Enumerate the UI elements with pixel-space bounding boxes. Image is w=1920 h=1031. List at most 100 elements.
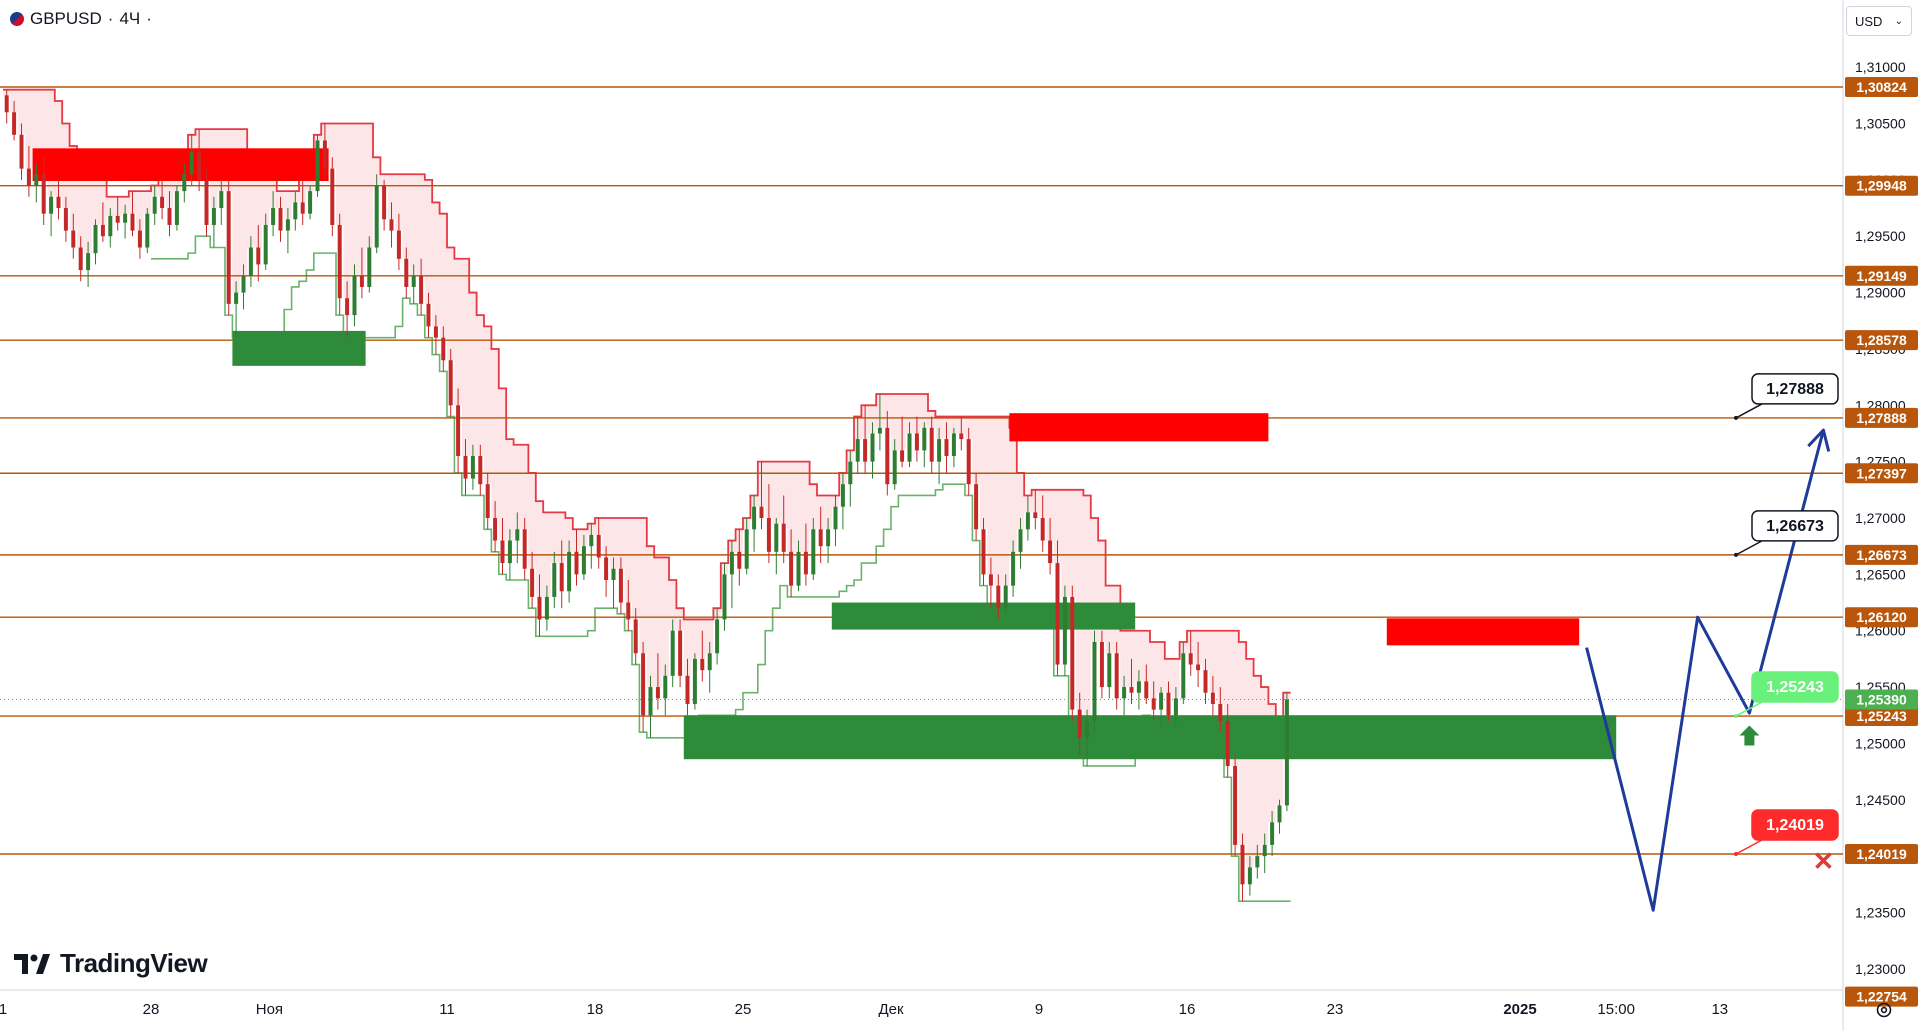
- candle: [685, 658, 690, 716]
- price-tick-label: 1,23000: [1855, 961, 1906, 977]
- candle: [1159, 687, 1164, 727]
- candle: [145, 208, 150, 254]
- candle: [522, 518, 527, 580]
- candle: [337, 213, 342, 316]
- candle-body: [966, 439, 971, 485]
- candle: [1033, 489, 1038, 530]
- candle-body: [470, 456, 475, 479]
- candle: [692, 653, 697, 710]
- candle: [404, 247, 409, 299]
- candle-body: [781, 523, 786, 552]
- candle: [937, 427, 942, 485]
- candle: [426, 292, 431, 338]
- bottom-axis-label: 1,22754: [1856, 989, 1907, 1005]
- candle: [470, 444, 475, 490]
- candle-body: [1196, 664, 1201, 671]
- candle-body: [322, 140, 327, 169]
- resistance-zone: [32, 148, 329, 182]
- candle-body: [826, 529, 831, 547]
- gear-icon[interactable]: [1874, 1000, 1894, 1025]
- candle: [1233, 754, 1238, 857]
- candle: [900, 416, 905, 468]
- candle-body: [855, 439, 860, 462]
- candle: [322, 123, 327, 180]
- candle-body: [900, 450, 905, 462]
- candle: [93, 219, 98, 265]
- candle-body: [433, 326, 438, 338]
- candle-body: [951, 433, 956, 457]
- level-axis-label-bg: [1845, 844, 1918, 864]
- price-tick-label: 1,27000: [1855, 510, 1906, 526]
- candle-body: [848, 461, 853, 485]
- candle: [137, 219, 142, 259]
- candle-body: [441, 337, 446, 361]
- time-tick-label: 15:00: [1597, 1001, 1635, 1018]
- candle-body: [633, 619, 638, 654]
- candle-body: [500, 540, 505, 564]
- candle: [478, 444, 483, 496]
- candle-body: [922, 427, 927, 451]
- candle-body: [1077, 709, 1082, 738]
- time-tick-label: 16: [1179, 1001, 1196, 1018]
- level-axis-label-bg: [1845, 407, 1918, 428]
- candle: [315, 134, 320, 197]
- candle: [49, 191, 54, 237]
- candle-body: [1255, 856, 1260, 868]
- candle-body: [1225, 720, 1230, 766]
- candle-body: [293, 202, 298, 220]
- candle: [996, 574, 1001, 620]
- candle-body: [426, 303, 431, 327]
- candle-body: [530, 568, 535, 597]
- candle: [86, 241, 91, 287]
- candle: [382, 179, 387, 231]
- candle: [189, 134, 194, 186]
- candle-body: [256, 247, 261, 265]
- candle-body: [892, 450, 897, 485]
- candle-body: [382, 185, 387, 220]
- last-price-axis-label-bg: [1845, 689, 1918, 710]
- candle-body: [485, 484, 490, 519]
- candle-body: [1218, 703, 1223, 721]
- level-axis-label-bg: [1845, 330, 1918, 351]
- callout-box: [1751, 510, 1839, 542]
- candle: [774, 518, 779, 575]
- candle: [604, 546, 609, 597]
- level-axis-label: 1,29149: [1856, 268, 1907, 284]
- candle-body: [404, 258, 409, 287]
- level-axis-label: 1,26673: [1856, 547, 1907, 563]
- candle: [293, 191, 298, 231]
- candle-body: [1048, 540, 1053, 564]
- candle: [256, 224, 261, 282]
- candle: [115, 196, 120, 231]
- candle: [737, 529, 742, 586]
- callout-anchor: [1734, 415, 1738, 420]
- price-tick-label: 1,29000: [1855, 285, 1906, 301]
- candle: [789, 529, 794, 597]
- candle: [1210, 675, 1215, 716]
- projection-arrow-head: [1807, 428, 1831, 452]
- candle: [1151, 681, 1156, 721]
- level-axis-label-bg: [1845, 544, 1918, 565]
- time-tick-label: 13: [1711, 1001, 1728, 1018]
- candle: [308, 185, 313, 220]
- candle-body: [160, 196, 165, 209]
- candle: [663, 664, 668, 716]
- candle-body: [604, 557, 609, 580]
- candle-body: [1107, 653, 1112, 688]
- candle-body: [12, 112, 17, 135]
- candle: [833, 495, 838, 547]
- candle: [211, 196, 216, 248]
- candle: [108, 208, 113, 248]
- candle-body: [130, 213, 135, 231]
- candle-body: [981, 529, 986, 575]
- candle: [1107, 641, 1112, 699]
- candle: [1240, 833, 1245, 902]
- tradingview-logo[interactable]: TradingView: [14, 948, 208, 979]
- candle: [626, 579, 631, 631]
- candle: [182, 162, 187, 203]
- candle: [1070, 585, 1075, 721]
- symbol-header[interactable]: GBPUSD · 4Ч ·: [10, 9, 152, 29]
- support-zone: [831, 602, 1136, 630]
- currency-select[interactable]: USD ⌄: [1846, 6, 1912, 36]
